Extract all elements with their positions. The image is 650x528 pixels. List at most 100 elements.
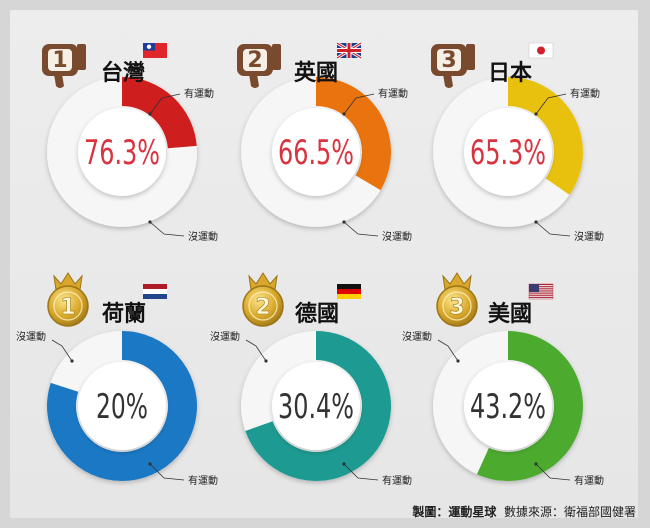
- gold-medal-icon: 3: [436, 272, 478, 327]
- value-label: 66.5%: [278, 133, 354, 173]
- flag-stripe: [529, 284, 553, 286]
- leader-line: [51, 339, 73, 362]
- thumb-tip: [249, 74, 259, 88]
- leader-line: [535, 463, 571, 481]
- taiwan-flag-icon: [143, 43, 167, 58]
- uk-flag-icon: [336, 41, 362, 60]
- crown: [53, 272, 83, 291]
- leader-line: [437, 339, 459, 362]
- leader-line: [245, 339, 267, 362]
- donut-segment-active: [508, 77, 584, 195]
- country-name: 台灣: [101, 60, 145, 86]
- leader-dot: [534, 462, 538, 466]
- flag-stripe: [529, 296, 553, 298]
- donut-segment-active: [316, 77, 391, 191]
- leader-dot: [342, 462, 346, 466]
- country-name: 英國: [294, 61, 338, 86]
- thumb-tip: [443, 74, 453, 88]
- leader-dot: [342, 220, 346, 224]
- medal-ring: [248, 291, 278, 321]
- donut-center: [464, 362, 552, 450]
- crown: [442, 272, 472, 291]
- footer-credits: 製圖：運動星球 數據來源：衛福部國健署: [412, 503, 636, 520]
- rank-number: 2: [247, 48, 262, 73]
- leader-dot: [70, 359, 74, 363]
- leader-dot: [342, 112, 346, 116]
- donut-segment-active: [476, 331, 584, 482]
- gold-medal-icon: 2: [242, 272, 284, 327]
- active-label: 有運動: [378, 87, 408, 100]
- flag-stripe: [529, 292, 553, 294]
- donut-segment-active: [47, 331, 198, 482]
- donut-center: [78, 362, 166, 450]
- leader-dot: [534, 112, 538, 116]
- rank-number: 1: [60, 295, 75, 320]
- thumbs-down-icon: 2: [237, 44, 281, 88]
- flag-band: [337, 289, 361, 294]
- flag-band: [143, 284, 167, 289]
- thumb-tip: [54, 74, 64, 88]
- country-name: 德國: [295, 301, 339, 327]
- footer-source: 數據來源：衛福部國健署: [503, 505, 636, 519]
- leader-line: [343, 93, 375, 115]
- inactive-label: 沒運動: [210, 330, 240, 343]
- flag-band: [143, 294, 167, 299]
- value-label: 20%: [96, 387, 148, 427]
- leader-line: [535, 93, 567, 115]
- gold-medal-icon: 1: [47, 272, 89, 327]
- medal-ring: [53, 291, 83, 321]
- inactive-label: 沒運動: [382, 230, 412, 243]
- leader-line: [535, 221, 571, 237]
- netherlands-flag-icon: [143, 284, 167, 299]
- country-name: 日本: [488, 61, 532, 86]
- inactive-label: 沒運動: [188, 230, 218, 243]
- flag-sun: [146, 44, 152, 49]
- value-label: 65.3%: [470, 133, 546, 173]
- rank-number: 3: [449, 295, 464, 320]
- donut-segment-active: [122, 77, 197, 149]
- crown: [248, 272, 278, 291]
- thumb-cuff: [466, 44, 475, 70]
- active-label: 有運動: [382, 474, 412, 487]
- leader-line: [149, 93, 181, 115]
- flag-band: [337, 284, 361, 289]
- flag-stripe: [529, 294, 553, 296]
- country-name: 荷蘭: [102, 302, 146, 327]
- inactive-label: 沒運動: [574, 230, 604, 243]
- flag-stripe: [529, 286, 553, 288]
- flag-stripe: [529, 290, 553, 292]
- flag-canton: [529, 284, 539, 292]
- footer-made-by: 製圖：運動星球: [412, 505, 497, 519]
- value-label: 30.4%: [278, 387, 354, 427]
- leader-dot: [148, 462, 152, 466]
- leader-line: [343, 221, 379, 237]
- thumb-face: [48, 49, 72, 71]
- thumbs-down-icon: 3: [431, 44, 475, 88]
- flag-cross-red: [337, 49, 361, 52]
- flag-band: [337, 294, 361, 299]
- leader-line: [149, 221, 185, 237]
- medal-ring: [442, 291, 472, 321]
- donut-center: [78, 108, 166, 196]
- leader-dot: [148, 220, 152, 224]
- donut-center: [272, 362, 360, 450]
- leader-dot: [148, 112, 152, 116]
- donut-center: [464, 108, 552, 196]
- flag-stripe: [529, 288, 553, 290]
- thumbs-down-icon: 1: [42, 44, 86, 88]
- inactive-label: 沒運動: [402, 330, 432, 343]
- thumb-face: [243, 49, 267, 71]
- flag-band: [143, 289, 167, 294]
- thumb-cuff: [272, 44, 281, 70]
- rank-number: 3: [441, 48, 456, 73]
- value-label: 76.3%: [84, 133, 160, 173]
- donut-segment-active: [245, 331, 391, 482]
- value-label: 43.2%: [470, 387, 546, 427]
- active-label: 有運動: [188, 474, 218, 487]
